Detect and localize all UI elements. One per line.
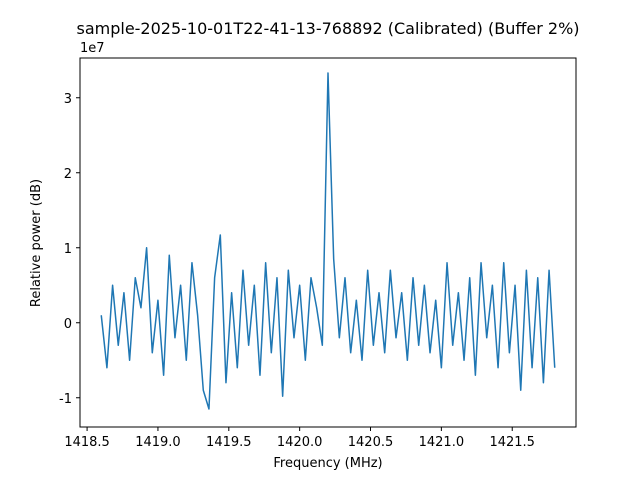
x-tick-label: 1420.0 (277, 435, 323, 450)
y-tick-label: -1 (59, 392, 72, 407)
y-tick-label: 2 (64, 167, 72, 182)
y-tick-label: 3 (64, 92, 72, 107)
x-tick-label: 1421.5 (489, 435, 535, 450)
y-tick-label: 0 (64, 317, 72, 332)
x-tick-label: 1421.0 (419, 435, 465, 450)
x-tick-label: 1418.5 (64, 435, 110, 450)
x-tick-label: 1419.0 (135, 435, 181, 450)
chart-title: sample-2025-10-01T22-41-13-768892 (Calib… (76, 19, 579, 38)
y-offset-label: 1e7 (80, 41, 105, 56)
data-line (100, 72, 556, 410)
x-tick-label: 1419.5 (206, 435, 252, 450)
x-axis-label: Frequency (MHz) (273, 456, 382, 471)
x-tick-label: 1420.5 (348, 435, 394, 450)
y-tick-label: 1 (64, 242, 72, 257)
plot-frame (79, 57, 577, 428)
y-axis-label: Relative power (dB) (29, 179, 44, 307)
